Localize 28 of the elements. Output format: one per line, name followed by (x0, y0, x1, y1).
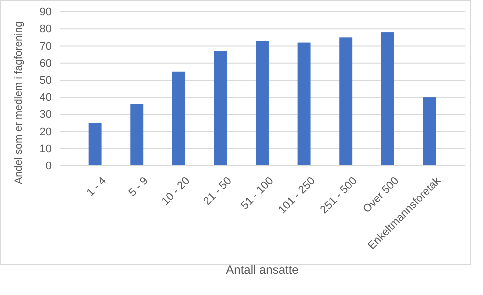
y-tick-label: 10 (40, 143, 52, 156)
x-tick-label: 251 - 500 (318, 175, 360, 217)
x-tick-label: 5 - 9 (126, 175, 151, 200)
y-axis-title: Andel som er medlem i fagforening (13, 21, 25, 184)
x-tick-label: 10 - 20 (160, 175, 193, 208)
x-tick-label: 21 - 50 (202, 175, 234, 208)
bar (298, 42, 311, 166)
x-tick-label: 1 - 4 (84, 175, 110, 200)
bar (256, 41, 269, 166)
y-tick-label: 30 (40, 109, 52, 122)
bar (423, 98, 436, 166)
y-tick-label: 90 (40, 6, 52, 19)
y-tick-label: 20 (40, 126, 52, 138)
bar (130, 104, 144, 166)
bar (172, 72, 186, 166)
x-tick-label: 101 - 250 (276, 175, 318, 217)
y-tick-label: 50 (40, 74, 52, 87)
bar (381, 32, 394, 166)
y-tick-label: 40 (40, 92, 52, 104)
bar (214, 51, 228, 166)
y-tick-label: 0 (46, 160, 52, 173)
bar (88, 123, 102, 166)
x-tick-label: 51 - 100 (239, 175, 276, 212)
y-tick-label: 60 (40, 58, 52, 70)
y-tick-label: 80 (40, 24, 52, 36)
x-axis-title: Antall ansatte (226, 263, 300, 277)
y-tick-label: 70 (40, 40, 52, 53)
bar (340, 38, 353, 166)
